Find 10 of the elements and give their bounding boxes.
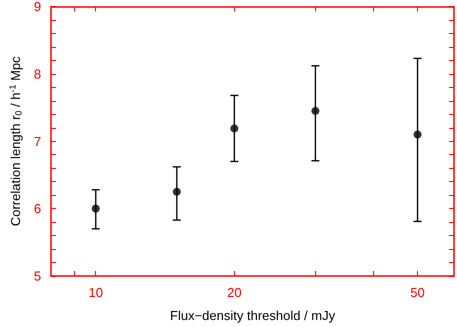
x-tick-label: 20 <box>227 285 242 300</box>
x-tick-label: 50 <box>410 285 425 300</box>
y-tick-label: 7 <box>34 134 42 149</box>
y-tick-label: 8 <box>34 66 42 82</box>
y-tick-label: 6 <box>34 201 42 216</box>
y-axis-title: Correlation length r0 / h-1 Mpc <box>8 56 24 226</box>
x-tick-label: 10 <box>88 285 103 300</box>
y-tick-label: 9 <box>34 0 42 14</box>
x-axis-title: Flux−density threshold / mJy <box>170 308 336 323</box>
y-tick-label: 5 <box>34 268 42 284</box>
